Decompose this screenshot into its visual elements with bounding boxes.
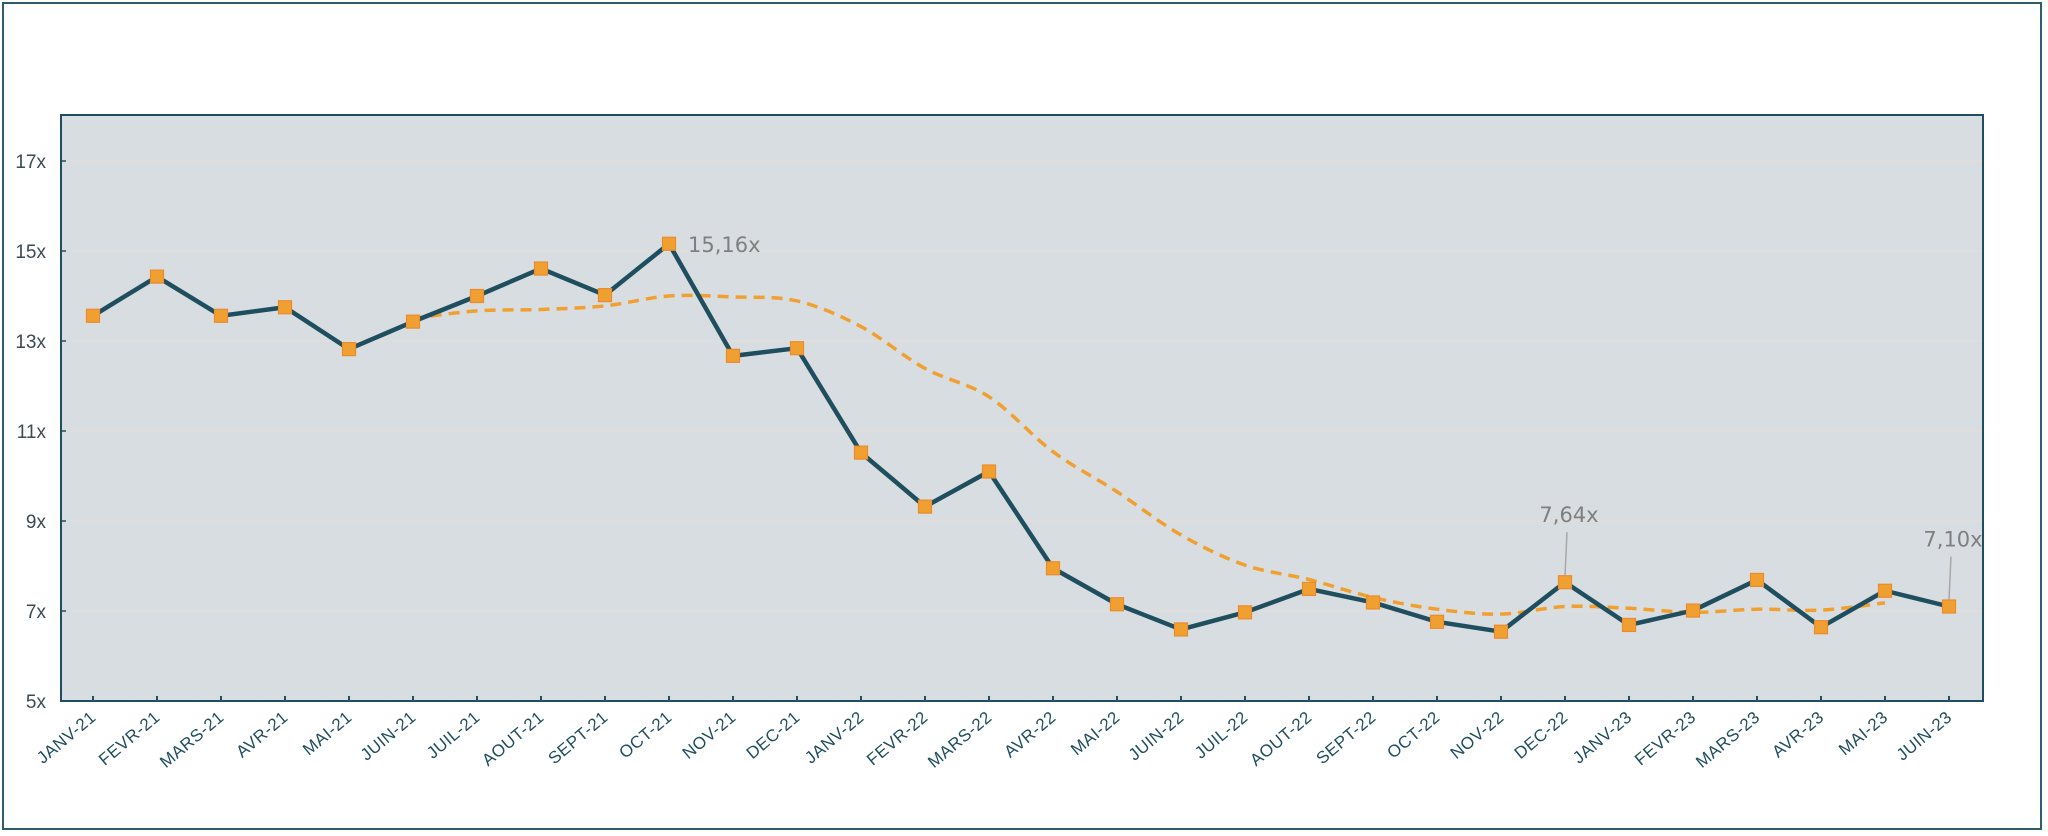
x-tick-label: JUIN-22 (1125, 708, 1188, 765)
plot-border (60, 114, 1984, 702)
data-point-marker (917, 499, 933, 514)
x-tick-label: DEC-22 (1511, 708, 1572, 763)
x-tick-label: OCT-21 (615, 708, 675, 763)
data-point-marker (1045, 561, 1061, 576)
x-tick-label: JUIL-21 (423, 708, 483, 763)
data-point-marker (597, 288, 613, 303)
data-point-marker (1365, 595, 1381, 610)
y-tick-label: 5x (26, 692, 47, 713)
y-axis: 5x 7x 9x 11x 13x 15x 17x (15, 152, 66, 713)
x-tick-label: JANV-23 (1569, 708, 1635, 768)
data-point-marker (725, 348, 741, 363)
data-point-marker (1237, 605, 1253, 620)
y-tick-label: 9x (26, 512, 47, 533)
data-point-marker (469, 288, 485, 304)
x-tick-label: MARS-22 (924, 708, 995, 772)
plot-area (61, 115, 1983, 701)
data-point-marker (1109, 597, 1125, 612)
data-markers (85, 236, 1957, 639)
data-annotations: 15,16x 7,64x 7,10x (688, 233, 1983, 600)
data-point-marker (1493, 624, 1509, 639)
leader-line (1948, 556, 1952, 600)
data-point-marker (1749, 572, 1765, 588)
value-annotation: 7,64x (1539, 503, 1598, 527)
data-point-marker (277, 300, 293, 315)
x-tick-label: JUIL-22 (1191, 708, 1251, 763)
x-tick-label: JUIN-23 (1893, 708, 1956, 765)
data-point-marker (533, 261, 549, 276)
x-tick-label: FEVR-23 (1631, 708, 1699, 770)
x-tick-label: SEPT-21 (545, 708, 612, 769)
data-point-marker (1301, 581, 1317, 597)
data-point-marker (213, 308, 229, 323)
data-point-marker (981, 464, 997, 479)
x-tick-label: MARS-21 (156, 708, 227, 772)
data-point-marker (789, 341, 805, 356)
data-point-marker (1557, 575, 1573, 590)
leader-line (1564, 532, 1568, 576)
x-tick-label: AVR-22 (1000, 708, 1059, 762)
data-point-marker (341, 342, 357, 357)
data-point-marker (1429, 614, 1445, 629)
x-tick-label: AOUT-22 (1246, 708, 1315, 770)
x-tick-label: JANV-21 (33, 708, 99, 768)
x-tick-label: AVR-21 (232, 708, 291, 762)
x-tick-label: OCT-22 (1383, 708, 1443, 763)
value-annotation: 15,16x (688, 233, 761, 257)
y-tick-label: 7x (26, 602, 47, 623)
y-tick-label: 13x (15, 332, 46, 353)
moving-average-line (412, 293, 1886, 616)
data-point-marker (853, 445, 869, 460)
value-annotation: 7,10x (1923, 528, 1982, 552)
x-tick-label: SEPT-22 (1313, 708, 1380, 769)
x-tick-label: AOUT-21 (478, 708, 547, 770)
data-point-marker (1685, 603, 1701, 618)
x-tick-label: MARS-23 (1692, 708, 1763, 772)
y-tick-label: 15x (15, 242, 46, 263)
data-point-marker (1813, 620, 1829, 635)
data-point-marker (85, 308, 101, 323)
data-point-marker (1621, 617, 1637, 633)
data-point-marker (405, 314, 421, 329)
y-tick-label: 17x (15, 152, 46, 173)
x-tick-label: MAI-22 (1067, 708, 1123, 760)
x-tick-label: FEVR-21 (95, 708, 163, 770)
data-point-marker (149, 269, 165, 284)
data-point-marker (661, 236, 677, 251)
data-point-marker (1941, 599, 1957, 614)
data-point-marker (1877, 583, 1893, 598)
x-tick-label: FEVR-22 (863, 708, 931, 770)
x-tick-label: MAI-21 (299, 708, 355, 760)
data-point-marker (1173, 622, 1189, 637)
x-tick-label: JUIN-21 (357, 708, 420, 765)
x-tick-label: DEC-21 (743, 708, 804, 763)
multiple-line (91, 241, 1950, 634)
x-tick-label: NOV-21 (679, 708, 740, 763)
x-tick-label: AVR-23 (1768, 708, 1827, 762)
x-tick-label: NOV-22 (1447, 708, 1508, 763)
y-tick-label: 11x (17, 422, 47, 443)
x-tick-label: MAI-23 (1835, 708, 1891, 760)
x-tick-label: JANV-22 (801, 708, 867, 768)
